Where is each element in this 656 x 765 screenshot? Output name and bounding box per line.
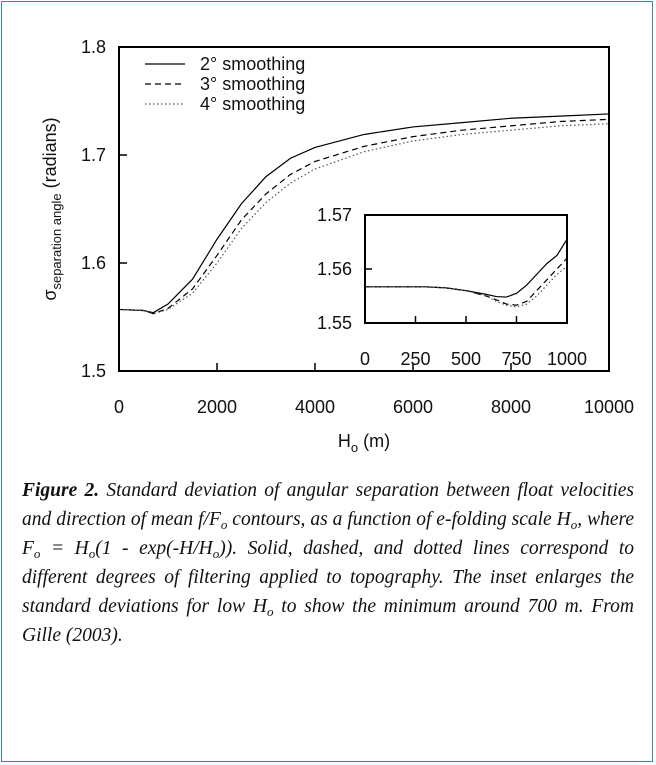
- x-tick-label: 500: [451, 349, 481, 369]
- legend-label: 3° smoothing: [200, 74, 305, 94]
- x-tick-label: 4000: [295, 397, 335, 417]
- y-tick-label: 1.56: [317, 259, 352, 279]
- x-tick-label: 2000: [197, 397, 237, 417]
- caption-text: )). Solid, dashed, and dotted lines corr…: [22, 538, 635, 617]
- x-tick-label: 6000: [393, 397, 433, 417]
- x-tick-label: 750: [501, 349, 531, 369]
- x-label-symbol: H: [338, 431, 351, 451]
- caption-subscript: o: [266, 604, 274, 619]
- caption-text: , where F: [22, 509, 634, 559]
- y-tick-label: 1.8: [81, 37, 106, 57]
- x-label-subscript: o: [351, 440, 358, 455]
- x-label-unit: (m): [363, 431, 390, 451]
- x-tick-label: 10000: [584, 397, 634, 417]
- x-tick-label: 250: [400, 349, 430, 369]
- caption-subscript: o: [220, 517, 228, 532]
- plot-frame: [118, 46, 610, 372]
- caption-text: to show the minimum around 700 m. From G…: [22, 596, 634, 646]
- y-tick-label: 1.5: [81, 361, 106, 381]
- legend-label: 2° smoothing: [200, 54, 305, 74]
- caption-subscript: o: [212, 546, 220, 561]
- caption-text: (1 - exp(-H/H: [95, 538, 213, 559]
- caption-text: = H: [40, 538, 89, 559]
- inset-background: [365, 215, 567, 323]
- y-axis-label: σseparation angle (radians): [40, 117, 64, 300]
- x-tick-label: 0: [360, 349, 370, 369]
- caption-text: contours, as a function of e-folding sca…: [227, 509, 571, 530]
- x-tick-label: 1000: [547, 349, 587, 369]
- legend-label: 4° smoothing: [200, 94, 305, 114]
- caption-subscript: o: [33, 546, 41, 561]
- caption-subscript: o: [570, 517, 578, 532]
- x-tick-label: 8000: [491, 397, 531, 417]
- caption-subscript: o: [88, 546, 96, 561]
- series-line: [365, 257, 568, 306]
- y-tick-label: 1.7: [81, 145, 106, 165]
- series-line: [365, 238, 568, 298]
- y-tick-label: 1.55: [317, 313, 352, 333]
- caption-label: Figure 2.: [22, 480, 100, 501]
- x-axis-label: Ho (m): [338, 431, 390, 455]
- y-label-symbol: σ: [40, 290, 60, 301]
- y-label-subscript: separation angle: [49, 193, 64, 289]
- caption-text: Standard deviation of angular separation…: [22, 480, 635, 530]
- y-tick-label: 1.57: [317, 205, 352, 225]
- series-line: [118, 118, 610, 315]
- x-tick-label: 0: [114, 397, 124, 417]
- series-line: [118, 113, 610, 314]
- caption: Figure 2. Standard deviation of angular …: [22, 476, 634, 650]
- y-label-unit: (radians): [40, 117, 60, 188]
- series-line: [118, 123, 610, 315]
- y-tick-label: 1.6: [81, 253, 106, 273]
